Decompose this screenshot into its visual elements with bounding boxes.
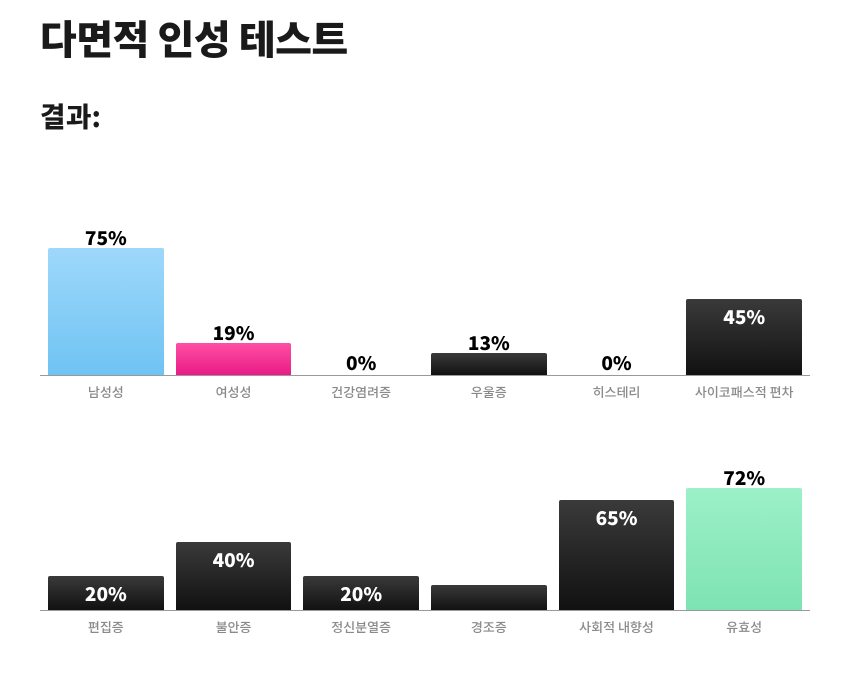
bar-axis-label: 불안증 [170, 617, 298, 636]
bar-column: 0% [553, 206, 681, 375]
bar: 0% [303, 373, 419, 375]
bar-value-label: 13% [431, 329, 547, 356]
bar-column: 20% [42, 441, 170, 610]
bar: 20% [303, 576, 419, 610]
bar-value-label: 0% [559, 349, 675, 376]
bars-row: 75% 19% 0% 13% 0% 45% [40, 206, 810, 376]
bar-column: 45% [680, 206, 808, 375]
bar-column: 13% [425, 206, 553, 375]
bar-value-label: 75% [48, 224, 164, 251]
bar-value-label: 19% [176, 319, 292, 346]
bar-value-label: 15% [431, 561, 547, 588]
bar-column: 75% [42, 206, 170, 375]
bar-column: 40% [170, 441, 298, 610]
bar-column: 19% [170, 206, 298, 375]
bar-axis-label: 정신분열증 [297, 617, 425, 636]
labels-row: 편집증불안증정신분열증경조증사회적 내향성유효성 [40, 611, 810, 636]
bar: 65% [559, 500, 675, 610]
bar-axis-label: 우울증 [425, 382, 553, 401]
bar: 0% [559, 373, 675, 375]
bar: 19% [176, 343, 292, 375]
bar-axis-label: 히스테리 [553, 382, 681, 401]
page-title: 다면적 인성 테스트 [40, 8, 810, 66]
results-heading: 결과: [40, 96, 810, 136]
bar-axis-label: 여성성 [170, 382, 298, 401]
bar-axis-label: 경조증 [425, 617, 553, 636]
bar: 72% [686, 488, 802, 610]
bar-column: 0% [297, 206, 425, 375]
bar-value-label: 72% [686, 464, 802, 491]
bar-axis-label: 남성성 [42, 382, 170, 401]
bar-axis-label: 유효성 [680, 617, 808, 636]
bar: 15% [431, 585, 547, 610]
charts-container: 75% 19% 0% 13% 0% 45% 남성성여성성건강염려증우울증히스테리사이코패스적… [40, 206, 810, 636]
bar: 75% [48, 248, 164, 375]
bar: 45% [686, 299, 802, 375]
bar-axis-label: 사이코패스적 편차 [680, 382, 808, 401]
bars-row: 20% 40% 20% 15% 65% 72% [40, 441, 810, 611]
chart-row: 75% 19% 0% 13% 0% 45% 남성성여성성건강염려증우울증히스테리사이코패스적… [40, 206, 810, 401]
bar-value-label: 65% [559, 504, 675, 531]
bar-column: 15% [425, 441, 553, 610]
bar: 40% [176, 542, 292, 610]
chart-row: 20%40%20%15%65%72%편집증불안증정신분열증경조증사회적 내향성유… [40, 441, 810, 636]
bar-value-label: 40% [176, 546, 292, 573]
bar-column: 20% [297, 441, 425, 610]
bar-axis-label: 사회적 내향성 [553, 617, 681, 636]
labels-row: 남성성여성성건강염려증우울증히스테리사이코패스적 편차 [40, 376, 810, 401]
bar: 13% [431, 353, 547, 375]
bar-value-label: 0% [303, 349, 419, 376]
bar-axis-label: 편집증 [42, 617, 170, 636]
bar-value-label: 20% [48, 580, 164, 607]
bar-value-label: 45% [686, 303, 802, 330]
bar-column: 65% [553, 441, 681, 610]
bar: 20% [48, 576, 164, 610]
bar-axis-label: 건강염려증 [297, 382, 425, 401]
bar-value-label: 20% [303, 580, 419, 607]
bar-column: 72% [680, 441, 808, 610]
